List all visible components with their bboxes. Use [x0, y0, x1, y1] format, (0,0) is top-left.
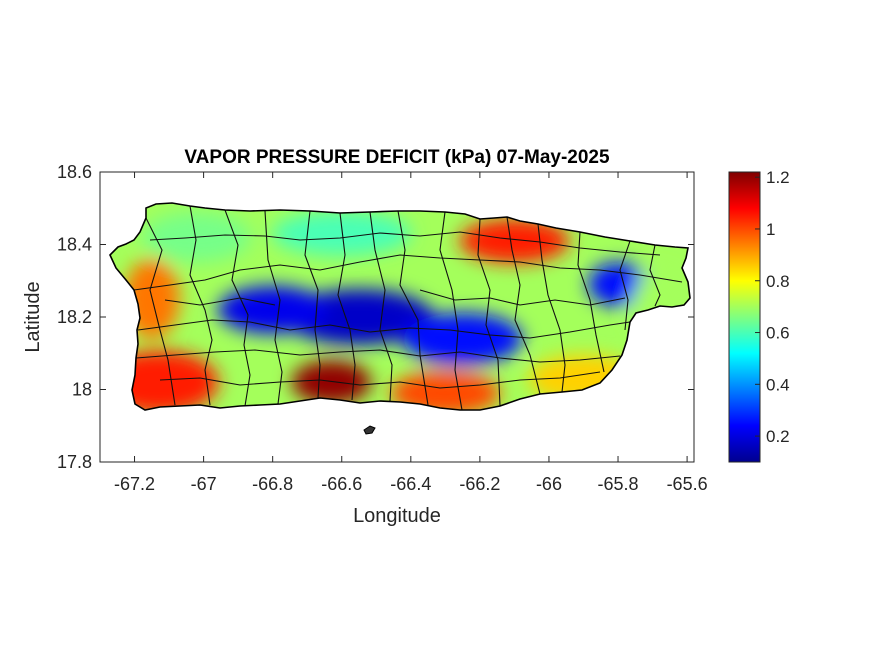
municipality-boundary — [135, 349, 621, 363]
vpd-region-north-central — [271, 211, 412, 256]
colorbar-tick-label: 0.4 — [766, 375, 790, 394]
x-tick-label: -65.8 — [598, 474, 639, 494]
x-tick-label: -66 — [536, 474, 562, 494]
x-tick-label: -66.6 — [321, 474, 362, 494]
y-tick-label: 18.4 — [57, 235, 92, 255]
vpd-region-northeast — [459, 218, 570, 263]
municipality-boundaries — [133, 205, 683, 411]
municipality-boundary — [369, 211, 393, 402]
municipality-boundary — [397, 210, 429, 406]
colorbar-tick-label: 0.2 — [766, 427, 790, 446]
x-tick-label: -66.8 — [252, 474, 293, 494]
x-axis-ticks: -67.2 -67 -66.8 -66.6 -66.4 -66.2 -66 -65.8 -65.… — [114, 172, 708, 494]
x-tick-label: -67 — [191, 474, 217, 494]
municipality-boundary — [337, 212, 356, 401]
colorbar — [728, 171, 761, 463]
municipality-boundary — [224, 209, 251, 407]
vpd-region-eastern-highlands — [588, 262, 649, 307]
y-axis-ticks: 17.8 18 18.2 18.4 18.6 — [57, 162, 694, 472]
municipality-boundary — [159, 371, 601, 389]
municipality-boundary — [619, 240, 631, 331]
vpd-region-central-east — [402, 312, 523, 365]
x-tick-label: -67.2 — [114, 474, 155, 494]
y-tick-label: 18.6 — [57, 162, 92, 182]
colorbar-tick-label: 0.6 — [766, 324, 790, 343]
y-tick-label: 18 — [72, 380, 92, 400]
map-plot-area — [109, 202, 691, 435]
municipality-boundary — [137, 319, 631, 339]
municipality-boundary — [477, 218, 501, 407]
municipality-boundary — [264, 210, 283, 405]
municipality-boundary — [189, 205, 213, 406]
municipality-boundary — [649, 244, 661, 307]
municipality-boundary — [577, 231, 605, 373]
x-tick-label: -66.4 — [390, 474, 431, 494]
x-axis-label: Longitude — [353, 505, 441, 527]
colorbar-tick-label: 0.8 — [766, 272, 790, 291]
municipality-boundary — [164, 297, 276, 306]
municipality-boundary — [304, 210, 321, 399]
municipality-boundary — [439, 211, 463, 411]
vpd-region-south-central-coast — [291, 360, 372, 405]
colorbar-tick-label: 1 — [766, 220, 775, 239]
y-tick-label: 17.8 — [57, 452, 92, 472]
y-axis-label: Latitude — [22, 281, 44, 352]
municipality-boundary — [149, 231, 661, 256]
island-coastline — [109, 202, 691, 411]
colorbar-tick-label: 1.2 — [766, 168, 790, 187]
x-tick-label: -66.2 — [459, 474, 500, 494]
y-tick-label: 18.2 — [57, 307, 92, 327]
colorbar-ticks: 0.2 0.4 0.6 0.8 1 1.2 — [755, 168, 790, 446]
x-tick-label: -65.6 — [667, 474, 708, 494]
municipality-boundary — [419, 289, 626, 306]
municipality-boundary — [537, 223, 566, 393]
municipality-boundary — [133, 254, 683, 291]
chart-title: VAPOR PRESSURE DEFICIT (kPa) 07-May-2025 — [184, 147, 610, 168]
caja-de-muertos-islet — [363, 425, 376, 435]
municipality-boundary — [145, 217, 176, 406]
